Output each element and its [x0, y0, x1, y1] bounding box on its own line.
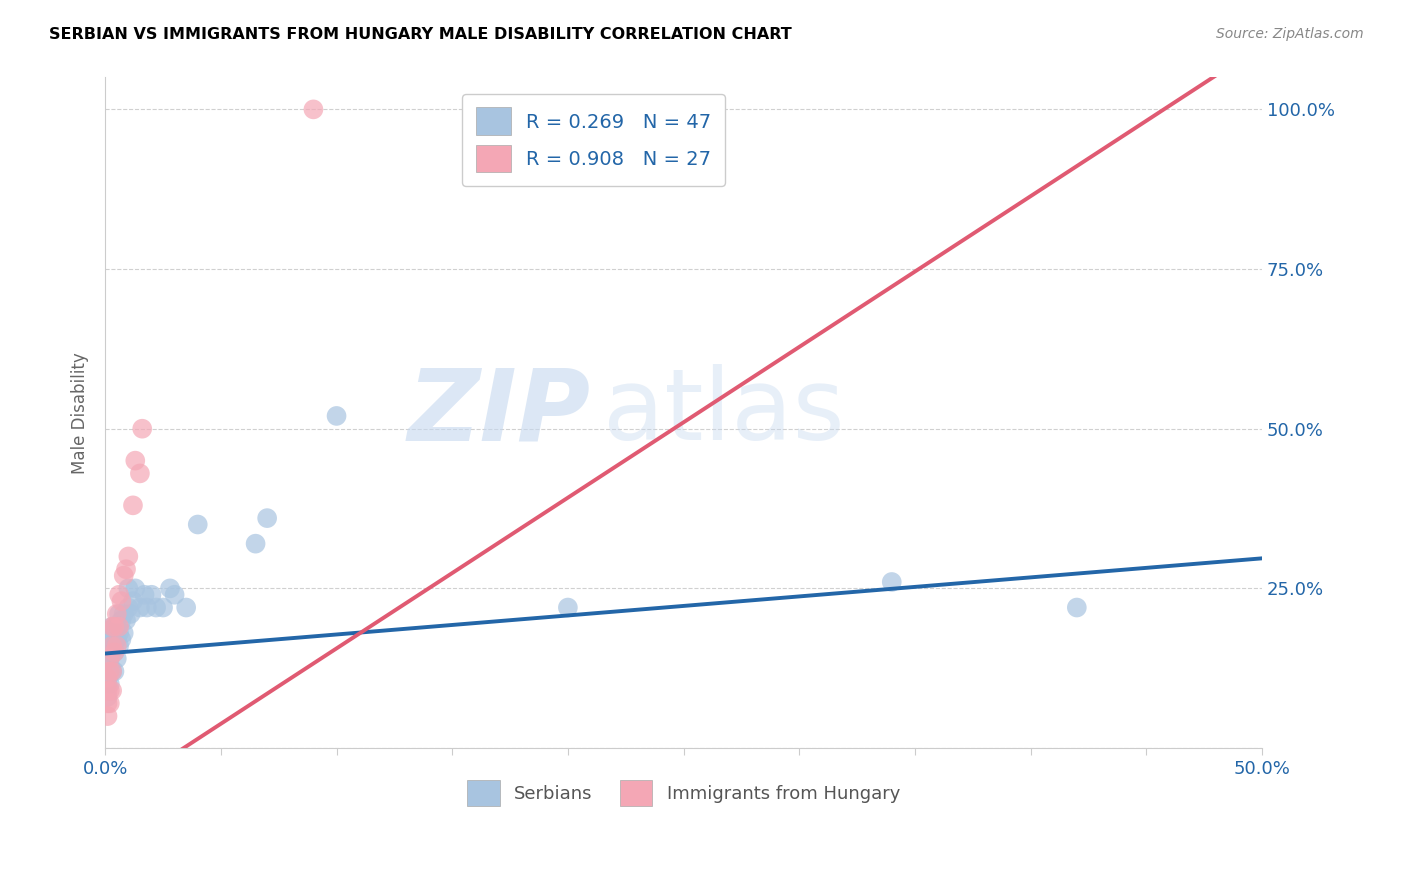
Point [115, 613, 138, 627]
Point [108, 620, 131, 634]
Point [101, 620, 124, 634]
Point [174, 600, 197, 615]
Point [124, 582, 146, 596]
Point [117, 600, 139, 615]
Point [96, 683, 118, 698]
Point [141, 588, 163, 602]
Point [159, 582, 181, 596]
Text: atlas: atlas [603, 364, 844, 461]
Point [110, 613, 132, 627]
Point [101, 620, 124, 634]
Point [131, 422, 153, 436]
Point [557, 600, 579, 615]
Text: ZIP: ZIP [408, 364, 591, 461]
Point [96, 709, 118, 723]
Point [122, 499, 145, 513]
Point [98, 658, 121, 673]
Point [105, 632, 128, 647]
Point [96, 696, 118, 710]
Text: SERBIAN VS IMMIGRANTS FROM HUNGARY MALE DISABILITY CORRELATION CHART: SERBIAN VS IMMIGRANTS FROM HUNGARY MALE … [49, 27, 792, 42]
Point [129, 600, 152, 615]
Point [112, 568, 135, 582]
Point [98, 683, 121, 698]
Point [105, 639, 128, 653]
Point [112, 626, 135, 640]
Point [103, 665, 125, 679]
Point [120, 607, 142, 621]
Text: Source: ZipAtlas.com: Source: ZipAtlas.com [1216, 27, 1364, 41]
Point [101, 639, 124, 653]
Point [96, 658, 118, 673]
Point [245, 536, 267, 550]
Point [1066, 600, 1088, 615]
Point [108, 639, 131, 653]
Point [325, 409, 347, 423]
Point [103, 620, 125, 634]
Point [124, 453, 146, 467]
Point [110, 632, 132, 647]
Point [98, 696, 121, 710]
Point [163, 588, 186, 602]
Point [187, 517, 209, 532]
Point [256, 511, 278, 525]
Point [108, 626, 131, 640]
Point [98, 677, 121, 691]
Point [103, 632, 125, 647]
Point [115, 562, 138, 576]
Point [135, 600, 157, 615]
Point [101, 645, 124, 659]
Point [152, 600, 174, 615]
Y-axis label: Male Disability: Male Disability [72, 351, 89, 474]
Point [96, 671, 118, 685]
Point [103, 645, 125, 659]
Point [117, 549, 139, 564]
Point [98, 665, 121, 679]
Point [145, 600, 167, 615]
Point [101, 632, 124, 647]
Point [108, 607, 131, 621]
Point [110, 594, 132, 608]
Point [98, 632, 121, 647]
Point [105, 620, 128, 634]
Point [101, 683, 124, 698]
Point [108, 588, 131, 602]
Point [101, 665, 124, 679]
Point [96, 677, 118, 691]
Point [302, 103, 325, 117]
Point [96, 690, 118, 704]
Point [122, 594, 145, 608]
Point [134, 588, 156, 602]
Point [98, 645, 121, 659]
Point [105, 651, 128, 665]
Point [129, 467, 152, 481]
Point [117, 582, 139, 596]
Point [103, 645, 125, 659]
Point [101, 665, 124, 679]
Point [98, 651, 121, 665]
Point [880, 574, 903, 589]
Point [105, 607, 128, 621]
Point [112, 607, 135, 621]
Point [103, 620, 125, 634]
Legend: Serbians, Immigrants from Hungary: Serbians, Immigrants from Hungary [460, 772, 907, 813]
